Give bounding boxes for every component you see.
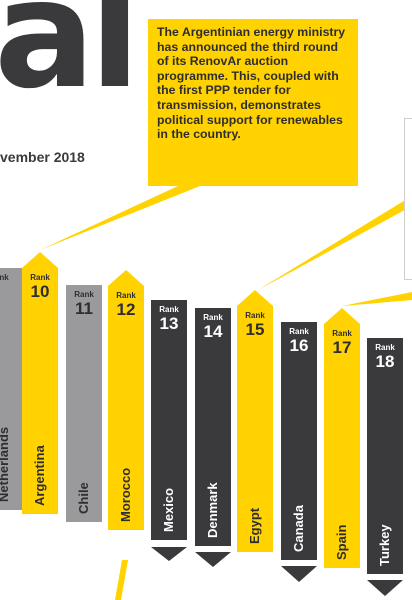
morocco-up-arrow xyxy=(108,270,144,286)
rank-column-canada: Rank 16 Canada xyxy=(281,322,317,560)
rank-column-netherlands: nk Netherlands xyxy=(0,268,22,510)
spain-up-arrow xyxy=(324,308,360,324)
callout-box: The Argentinian energy ministry has anno… xyxy=(148,19,358,186)
morocco-tail-line xyxy=(115,560,128,600)
rank-column-spain: Rank 17 Spain xyxy=(324,324,360,568)
rank-number: 18 xyxy=(375,352,395,371)
rank-column-morocco: Rank 12 Morocco xyxy=(108,286,144,530)
rank-column-turkey: Rank 18 Turkey xyxy=(367,338,403,574)
country-name: Egypt xyxy=(247,507,262,544)
rank-column-mexico: Rank 13 Mexico xyxy=(151,300,187,540)
rank-number: 11 xyxy=(75,299,93,318)
rank-column-chile: Rank 11 Chile xyxy=(66,285,102,522)
denmark-down-arrow xyxy=(195,552,231,567)
rank-column-argentina: Rank 10 Argentina xyxy=(22,268,58,514)
country-name: Spain xyxy=(334,524,349,560)
second-callout-box-edge xyxy=(404,118,412,280)
country-name: Argentina xyxy=(32,445,47,506)
country-name: Denmark xyxy=(205,482,220,538)
rank-label: Rank xyxy=(289,327,309,336)
rank-label: Rank xyxy=(375,343,395,352)
country-name: Netherlands xyxy=(0,426,11,502)
rank-label: Rank xyxy=(30,273,50,282)
argentina-up-arrow xyxy=(22,252,58,268)
rank-label: Rank xyxy=(332,329,352,338)
rank-label: Rank xyxy=(116,291,136,300)
rank-label: Rank xyxy=(203,313,223,322)
rank-column-egypt: Rank 15 Egypt xyxy=(237,306,273,552)
rank-number: 16 xyxy=(289,336,309,355)
country-name: Morocco xyxy=(118,467,133,522)
issue-date: vember 2018 xyxy=(0,149,85,165)
masthead-large-text: al xyxy=(0,0,141,122)
rank-number: 10 xyxy=(30,282,50,301)
egypt-pointer xyxy=(258,196,412,290)
country-name: Turkey xyxy=(377,524,392,566)
rank-number: 13 xyxy=(159,314,179,333)
country-name: Mexico xyxy=(161,487,176,532)
rank-number: 12 xyxy=(116,300,136,319)
mexico-down-arrow xyxy=(151,547,187,561)
rank-label: Rank xyxy=(245,311,265,320)
rank-label: Rank xyxy=(159,305,179,314)
rank-number: 17 xyxy=(332,338,352,357)
country-name: Canada xyxy=(291,505,306,552)
rank-number: 15 xyxy=(245,320,265,339)
turkey-down-arrow xyxy=(367,580,403,596)
rank-label: Rank xyxy=(74,290,94,299)
canada-down-arrow xyxy=(281,566,317,582)
spain-pointer xyxy=(342,292,412,306)
country-name: Chile xyxy=(76,482,91,514)
callout-pointer xyxy=(40,186,200,250)
egypt-up-arrow xyxy=(237,290,273,306)
rank-column-denmark: Rank 14 Denmark xyxy=(195,308,231,546)
rank-number: 14 xyxy=(203,322,223,341)
rank-label: nk xyxy=(0,273,9,282)
